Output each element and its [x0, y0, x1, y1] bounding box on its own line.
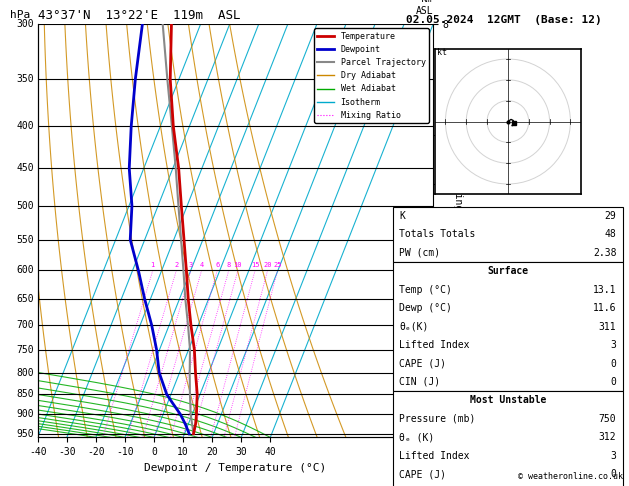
Text: K: K — [399, 211, 405, 221]
Text: Most Unstable: Most Unstable — [470, 396, 546, 405]
Text: 3: 3 — [611, 340, 616, 350]
Text: 15: 15 — [251, 262, 259, 268]
Text: 6: 6 — [215, 262, 220, 268]
Text: 700: 700 — [16, 320, 34, 330]
Text: PW (cm): PW (cm) — [399, 248, 440, 258]
Text: CAPE (J): CAPE (J) — [399, 469, 447, 479]
Text: Dewp (°C): Dewp (°C) — [399, 303, 452, 313]
Text: 8: 8 — [226, 262, 231, 268]
Text: 311: 311 — [599, 322, 616, 331]
Text: 0: 0 — [611, 359, 616, 368]
Text: 800: 800 — [16, 367, 34, 378]
Text: Lifted Index: Lifted Index — [399, 451, 470, 461]
Text: 750: 750 — [599, 414, 616, 424]
Text: 500: 500 — [16, 201, 34, 211]
Text: 20: 20 — [264, 262, 272, 268]
Text: 48: 48 — [604, 229, 616, 239]
Text: 13.1: 13.1 — [593, 285, 616, 295]
Text: 0: 0 — [611, 469, 616, 479]
Legend: Temperature, Dewpoint, Parcel Trajectory, Dry Adiabat, Wet Adiabat, Isotherm, Mi: Temperature, Dewpoint, Parcel Trajectory… — [314, 29, 429, 123]
Text: 25: 25 — [273, 262, 282, 268]
Text: 3: 3 — [611, 451, 616, 461]
Text: 312: 312 — [599, 433, 616, 442]
Text: 650: 650 — [16, 294, 34, 304]
Text: 10: 10 — [233, 262, 242, 268]
Text: 450: 450 — [16, 163, 34, 174]
Text: Pressure (mb): Pressure (mb) — [399, 414, 476, 424]
Text: 550: 550 — [16, 235, 34, 244]
X-axis label: Dewpoint / Temperature (°C): Dewpoint / Temperature (°C) — [144, 463, 326, 473]
Text: 4: 4 — [199, 262, 204, 268]
Text: 950: 950 — [16, 429, 34, 439]
Text: 43°37'N  13°22'E  119m  ASL: 43°37'N 13°22'E 119m ASL — [38, 9, 240, 22]
Text: © weatheronline.co.uk: © weatheronline.co.uk — [518, 472, 623, 481]
Text: 11.6: 11.6 — [593, 303, 616, 313]
Text: 29: 29 — [604, 211, 616, 221]
Text: kt: kt — [437, 48, 447, 57]
Text: 350: 350 — [16, 74, 34, 84]
Text: 2: 2 — [174, 262, 179, 268]
Text: 3: 3 — [189, 262, 193, 268]
Text: CAPE (J): CAPE (J) — [399, 359, 447, 368]
Text: θₑ(K): θₑ(K) — [399, 322, 429, 331]
Text: Lifted Index: Lifted Index — [399, 340, 470, 350]
Text: CIN (J): CIN (J) — [399, 377, 440, 387]
Text: LCL: LCL — [437, 431, 452, 440]
Text: 900: 900 — [16, 410, 34, 419]
Text: 1: 1 — [151, 262, 155, 268]
Text: 600: 600 — [16, 265, 34, 276]
Text: 750: 750 — [16, 345, 34, 355]
Text: 400: 400 — [16, 122, 34, 132]
Text: km
ASL: km ASL — [415, 0, 433, 16]
Text: hPa: hPa — [10, 10, 30, 20]
Y-axis label: Mixing Ratio (g/kg): Mixing Ratio (g/kg) — [452, 175, 462, 287]
Text: 2.38: 2.38 — [593, 248, 616, 258]
Text: θₑ (K): θₑ (K) — [399, 433, 435, 442]
Text: Totals Totals: Totals Totals — [399, 229, 476, 239]
Text: Temp (°C): Temp (°C) — [399, 285, 452, 295]
Text: 0: 0 — [611, 377, 616, 387]
Text: Surface: Surface — [487, 266, 528, 276]
Text: 300: 300 — [16, 19, 34, 29]
Text: 02.05.2024  12GMT  (Base: 12): 02.05.2024 12GMT (Base: 12) — [406, 15, 601, 25]
Text: 850: 850 — [16, 389, 34, 399]
